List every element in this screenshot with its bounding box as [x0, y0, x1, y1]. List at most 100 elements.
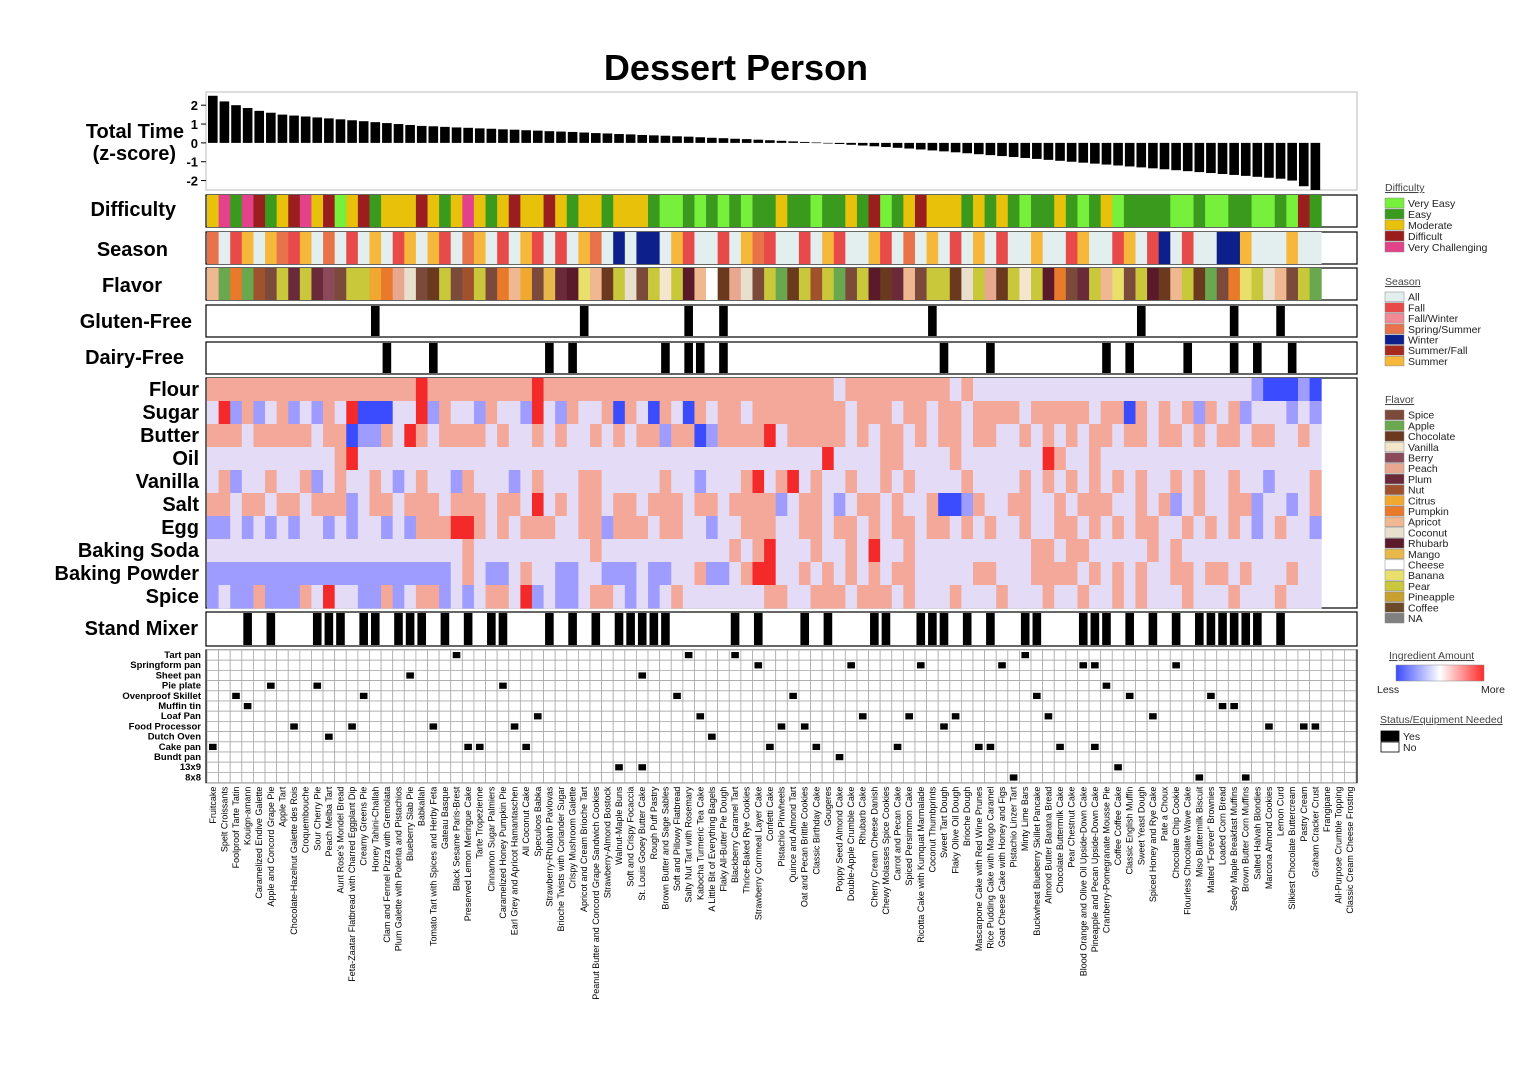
total-time-bar: [1043, 142, 1054, 160]
equipment-cell: [241, 751, 254, 763]
heatmap-cell: [346, 585, 359, 609]
heatmap-cell: [1112, 447, 1125, 471]
heatmap-cell: [1147, 585, 1160, 609]
equipment-cell: [543, 731, 556, 743]
equipment-cell: [1077, 680, 1090, 692]
equipment-cell: [369, 751, 382, 763]
equipment-cell: [1158, 670, 1171, 682]
equipment-cell: [937, 761, 951, 773]
equipment-cell: [682, 772, 695, 784]
season-cell: [392, 232, 405, 264]
heatmap-cell: [961, 401, 974, 425]
heatmap-cell: [578, 424, 591, 448]
season-cell: [1193, 232, 1206, 264]
stand-mixer-label: Stand Mixer: [85, 618, 199, 640]
equipment-cell: [531, 741, 544, 753]
equipment-cell: [1193, 731, 1206, 743]
total-time-bar: [811, 142, 822, 144]
heatmap-cell: [833, 424, 846, 448]
equipment-cell: [508, 772, 521, 784]
heatmap-cell: [856, 424, 870, 448]
heatmap-cell: [276, 516, 289, 540]
recipe-label: Chocolate Chip Cookie: [1171, 787, 1181, 879]
difficulty-cell: [775, 195, 788, 227]
equipment-cell: [450, 731, 463, 743]
equipment-cell: [972, 670, 986, 682]
heatmap-cell: [207, 378, 220, 402]
heatmap-cell: [810, 516, 823, 540]
equipment-cell: [775, 680, 788, 692]
heatmap-cell: [1251, 378, 1264, 402]
equipment-cell: [1343, 700, 1357, 712]
heatmap-cell: [926, 378, 939, 402]
equipment-cell: [1135, 700, 1148, 712]
heatmap-cell: [613, 470, 626, 494]
equipment-cell: [566, 751, 579, 763]
recipe-label: Flaky All-Butter Pie Dough: [718, 787, 728, 892]
flavor-cell: [1297, 268, 1311, 300]
equipment-cell: [287, 700, 301, 712]
heatmap-cell: [903, 447, 916, 471]
equipment-cell: [1343, 731, 1357, 743]
equipment-cell: [1007, 721, 1020, 733]
heatmap-cell: [439, 470, 452, 494]
recipe-label: Buckwheat Blueberry Skillet Pancake: [1032, 787, 1042, 936]
heatmap-cell: [543, 470, 556, 494]
equipment-cell: [1158, 700, 1171, 712]
equipment-cell: [473, 731, 486, 743]
equipment-label: Ovenproof Skillet: [122, 691, 201, 702]
equipment-cell: [415, 772, 428, 784]
equipment-cell: [276, 741, 289, 753]
equipment-cell: [821, 680, 835, 692]
equipment-cell: [682, 680, 695, 692]
heatmap-cell: [462, 424, 475, 448]
heatmap-cell: [636, 378, 649, 402]
heatmap-cell: [323, 562, 336, 586]
equipment-cell: [786, 700, 800, 712]
heatmap-cell: [1042, 493, 1055, 517]
equipment-cell: [1204, 700, 1218, 712]
heatmap-cell: [1309, 493, 1322, 517]
heatmap-cell: [1239, 401, 1253, 425]
equipment-cell: [1077, 710, 1090, 722]
equipment-cell: [740, 700, 753, 712]
heatmap-cell: [648, 424, 661, 448]
equipment-cell: [566, 731, 579, 743]
equipment-cell: [1193, 710, 1206, 722]
flavor-cell: [845, 268, 858, 300]
heatmap-cell: [694, 470, 707, 494]
heatmap-cell: [1170, 378, 1183, 402]
equipment-cell: [612, 710, 626, 722]
equipment-cell: [218, 751, 231, 763]
equipment-cell: [1332, 700, 1345, 712]
dairy-free-mark: [568, 343, 577, 373]
difficulty-cell: [880, 195, 893, 227]
equipment-cell: [670, 649, 684, 661]
heatmap-cell: [1135, 447, 1148, 471]
equipment-cell: [1181, 772, 1194, 784]
total-time-bar: [625, 134, 636, 143]
equipment-cell: [1181, 690, 1194, 702]
equipment-cell: [775, 772, 788, 784]
season-cell: [648, 232, 661, 264]
total-time-bar: [579, 132, 589, 143]
equipment-cell: [972, 731, 986, 743]
equipment-cell: [218, 741, 231, 753]
recipe-label: Pineapple and Pecan Upside-Down Cake: [1090, 787, 1100, 953]
equipment-cell: [287, 659, 301, 671]
heatmap-cell: [566, 585, 579, 609]
equipment-cell: [636, 659, 649, 671]
heatmap-cell: [531, 585, 545, 609]
equipment-cell: [1053, 772, 1067, 784]
equipment-cell: [1135, 741, 1148, 753]
heatmap-cell: [265, 424, 278, 448]
stand-mixer-mark: [1090, 613, 1100, 645]
equipment-cell: [1251, 710, 1264, 722]
season-cell: [706, 232, 719, 264]
heatmap-cell: [230, 447, 243, 471]
heatmap-cell: [450, 378, 463, 402]
equipment-cell: [1251, 690, 1264, 702]
stand-mixer-mark: [487, 613, 496, 645]
heatmap-cell: [1228, 401, 1241, 425]
